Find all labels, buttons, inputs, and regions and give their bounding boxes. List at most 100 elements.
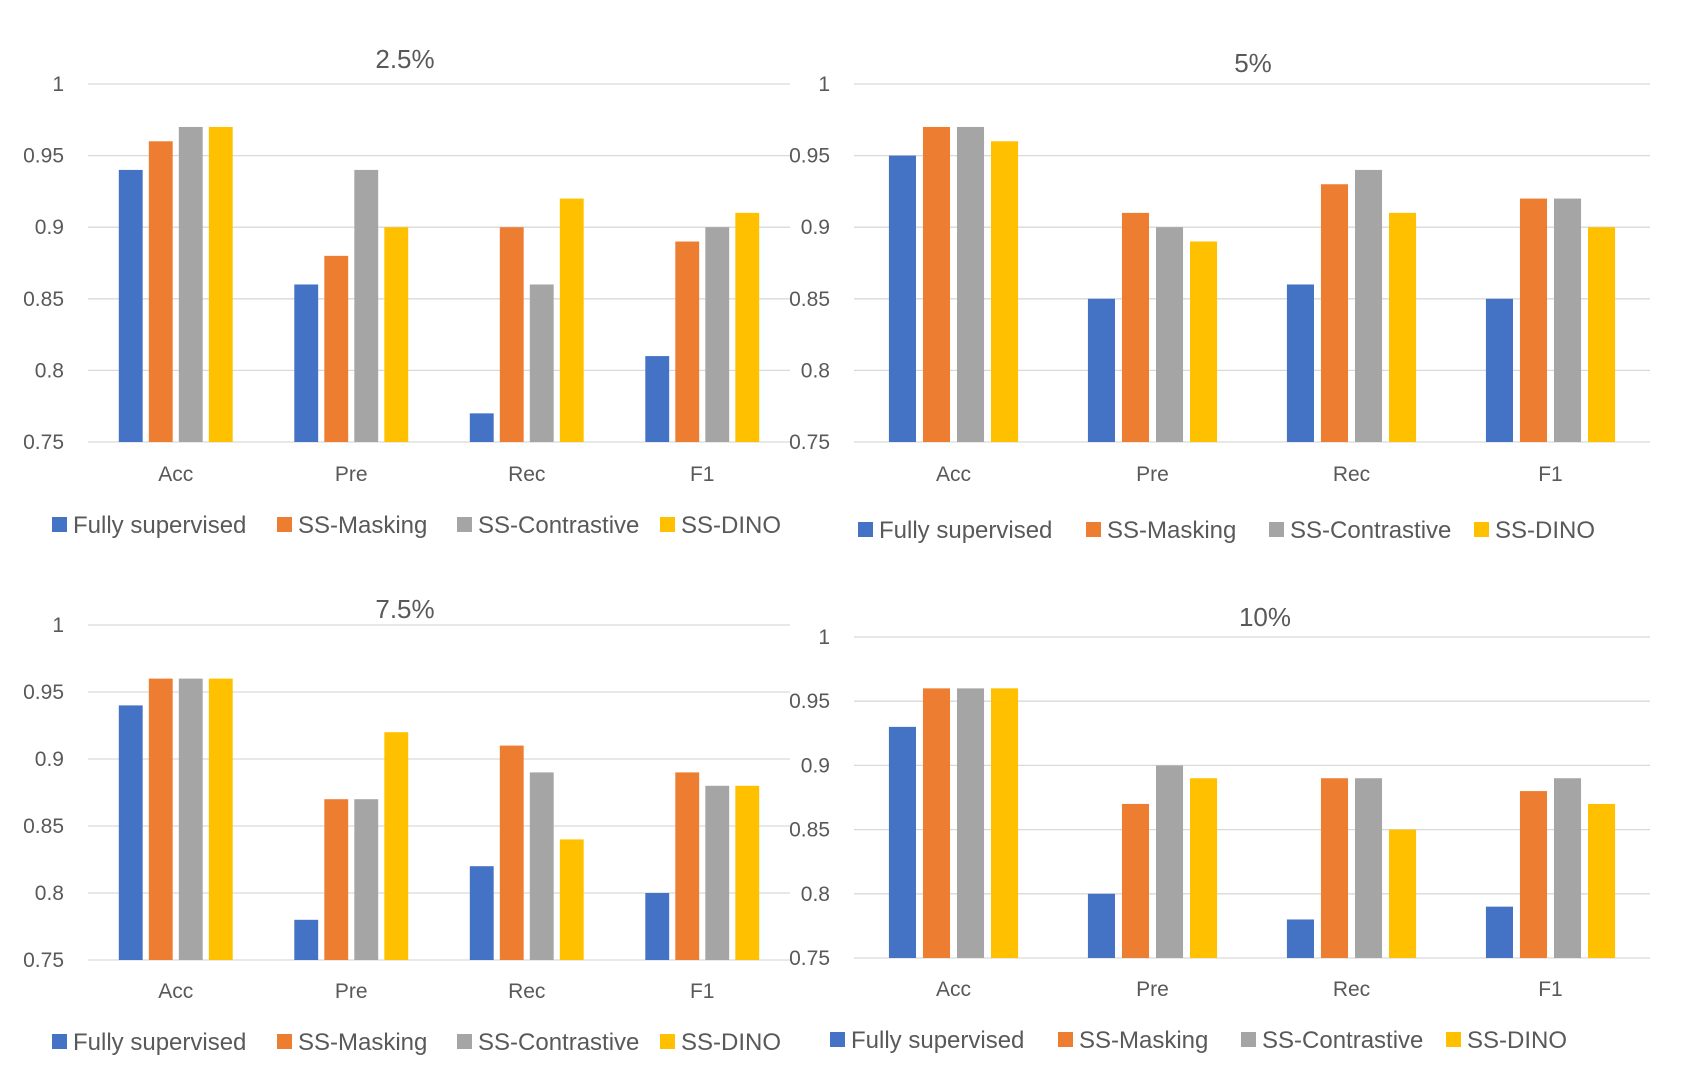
- bar-ss-masking-f1: [675, 772, 700, 960]
- bar-ss-contrastive-acc: [178, 126, 203, 443]
- bar-fully-supervised-rec: [1286, 919, 1314, 958]
- bar-fully-supervised-acc: [118, 705, 143, 960]
- legend-label-ss-contrastive: SS-Contrastive: [1290, 517, 1451, 544]
- bar-ss-masking-pre: [324, 799, 349, 960]
- chart-panel-2-5-percent: 2.5% 0.75 0.8 0.85 0.9 0.95 1 Acc Pre Rec F1 Fully…: [23, 44, 790, 539]
- bar-ss-masking-pre: [324, 255, 349, 442]
- bar-ss-dino-pre: [1190, 778, 1218, 958]
- bar-fully-supervised-rec: [469, 866, 494, 960]
- legend-label-fully-supervised: Fully supervised: [879, 517, 1052, 544]
- bar-fully-supervised-pre: [1087, 893, 1115, 958]
- bar-fully-supervised-pre: [294, 284, 319, 442]
- legend-label-fully-supervised: Fully supervised: [73, 1029, 246, 1056]
- bar-ss-masking-rec: [1320, 184, 1349, 443]
- x-category-label: F1: [690, 980, 715, 1003]
- plot-area: 0.75 0.8 0.85 0.9 0.95 1 Acc Pre Rec F1 Fully supe…: [23, 73, 790, 539]
- y-tick-label: 0.95: [789, 690, 830, 713]
- y-tick-label: 0.9: [801, 754, 830, 777]
- bar-ss-dino-acc: [991, 688, 1019, 958]
- legend-label-fully-supervised: Fully supervised: [73, 512, 246, 539]
- y-tick-label: 0.9: [35, 216, 64, 239]
- legend-label-ss-contrastive: SS-Contrastive: [478, 512, 639, 539]
- bar-ss-contrastive-rec: [1354, 778, 1383, 958]
- y-tick-label: 0.95: [23, 145, 64, 168]
- bar-fully-supervised-acc: [118, 169, 143, 443]
- bar-ss-masking-f1: [1519, 198, 1548, 442]
- legend-swatch-ss-masking: [1058, 1032, 1073, 1047]
- legend-label-ss-contrastive: SS-Contrastive: [478, 1029, 639, 1056]
- bar-fully-supervised-pre: [294, 919, 319, 960]
- plot-area: 0.75 0.8 0.85 0.9 0.95 1 Acc Pre Rec F1 Fully supe…: [789, 73, 1650, 544]
- legend-swatch-fully-supervised: [52, 517, 67, 532]
- bar-fully-supervised-acc: [888, 726, 916, 958]
- y-tick-label: 0.8: [801, 359, 830, 382]
- x-category-label: Rec: [1333, 978, 1370, 1001]
- bar-ss-dino-pre: [1190, 241, 1218, 442]
- legend-label-ss-masking: SS-Masking: [1107, 517, 1236, 544]
- x-category-label: Acc: [936, 463, 971, 486]
- chart-title: 10%: [1239, 602, 1291, 632]
- chart-panel-5-percent: 5% 0.75 0.8 0.85 0.9 0.95 1 Acc Pre Rec F1 Fully s…: [789, 48, 1650, 544]
- bar-fully-supervised-rec: [469, 413, 494, 442]
- legend-swatch-fully-supervised: [52, 1034, 67, 1049]
- legend-swatch-ss-masking: [277, 1034, 292, 1049]
- legend-label-ss-masking: SS-Masking: [1079, 1027, 1208, 1054]
- bar-ss-dino-f1: [1588, 227, 1616, 442]
- bar-ss-dino-rec: [1389, 212, 1417, 442]
- y-tick-label: 0.8: [35, 882, 64, 905]
- x-category-label: Pre: [335, 463, 368, 486]
- bar-ss-dino-pre: [384, 732, 409, 960]
- legend-swatch-ss-dino: [1446, 1032, 1461, 1047]
- x-category-label: Rec: [1333, 463, 1370, 486]
- bar-ss-masking-acc: [922, 688, 951, 958]
- legend-swatch-ss-contrastive: [457, 517, 472, 532]
- y-tick-label: 0.85: [789, 819, 830, 842]
- bar-ss-dino-pre: [384, 227, 409, 442]
- bar-ss-contrastive-f1: [705, 785, 730, 960]
- x-category-label: Pre: [1136, 978, 1169, 1001]
- legend-label-ss-dino: SS-DINO: [681, 512, 781, 539]
- bar-ss-masking-acc: [922, 126, 951, 443]
- bar-fully-supervised-pre: [1087, 298, 1115, 442]
- bar-ss-contrastive-acc: [178, 678, 203, 960]
- x-category-label: Rec: [508, 463, 545, 486]
- bar-fully-supervised-f1: [1485, 298, 1513, 442]
- chart-title: 5%: [1234, 48, 1272, 78]
- bar-ss-dino-acc: [208, 126, 233, 443]
- legend-swatch-ss-contrastive: [457, 1034, 472, 1049]
- legend-swatch-fully-supervised: [858, 522, 873, 537]
- bar-ss-dino-rec: [559, 198, 584, 442]
- x-category-label: Rec: [508, 980, 545, 1003]
- x-category-label: Acc: [158, 463, 193, 486]
- legend-swatch-ss-masking: [1086, 522, 1101, 537]
- bar-fully-supervised-rec: [1286, 284, 1314, 442]
- x-category-label: Acc: [158, 980, 193, 1003]
- y-tick-label: 1: [52, 73, 64, 96]
- y-tick-label: 0.75: [789, 431, 830, 454]
- bar-ss-masking-acc: [148, 141, 173, 442]
- bar-ss-contrastive-f1: [705, 227, 730, 442]
- x-category-label: Pre: [1136, 463, 1169, 486]
- bar-ss-masking-pre: [1121, 212, 1150, 442]
- bar-ss-contrastive-rec: [1354, 169, 1383, 443]
- x-category-label: F1: [1538, 463, 1563, 486]
- legend-swatch-fully-supervised: [830, 1032, 845, 1047]
- plot-area: 0.75 0.8 0.85 0.9 0.95 1 Acc Pre Rec F1 Fully supe…: [789, 626, 1650, 1054]
- legend-label-ss-contrastive: SS-Contrastive: [1262, 1027, 1423, 1054]
- bar-fully-supervised-f1: [645, 356, 670, 442]
- bar-fully-supervised-acc: [888, 155, 916, 442]
- bar-ss-contrastive-f1: [1553, 198, 1582, 442]
- y-tick-label: 0.8: [801, 883, 830, 906]
- bar-ss-contrastive-rec: [529, 772, 554, 960]
- y-tick-label: 1: [818, 626, 830, 649]
- bar-ss-contrastive-acc: [956, 126, 985, 443]
- y-tick-label: 0.9: [35, 748, 64, 771]
- legend-label-ss-dino: SS-DINO: [681, 1029, 781, 1056]
- x-category-label: F1: [1538, 978, 1563, 1001]
- bar-ss-contrastive-pre: [1155, 765, 1184, 958]
- bar-ss-dino-f1: [735, 212, 760, 442]
- bar-ss-contrastive-acc: [956, 688, 985, 958]
- y-tick-label: 0.75: [23, 949, 64, 972]
- bar-ss-masking-rec: [1320, 778, 1349, 958]
